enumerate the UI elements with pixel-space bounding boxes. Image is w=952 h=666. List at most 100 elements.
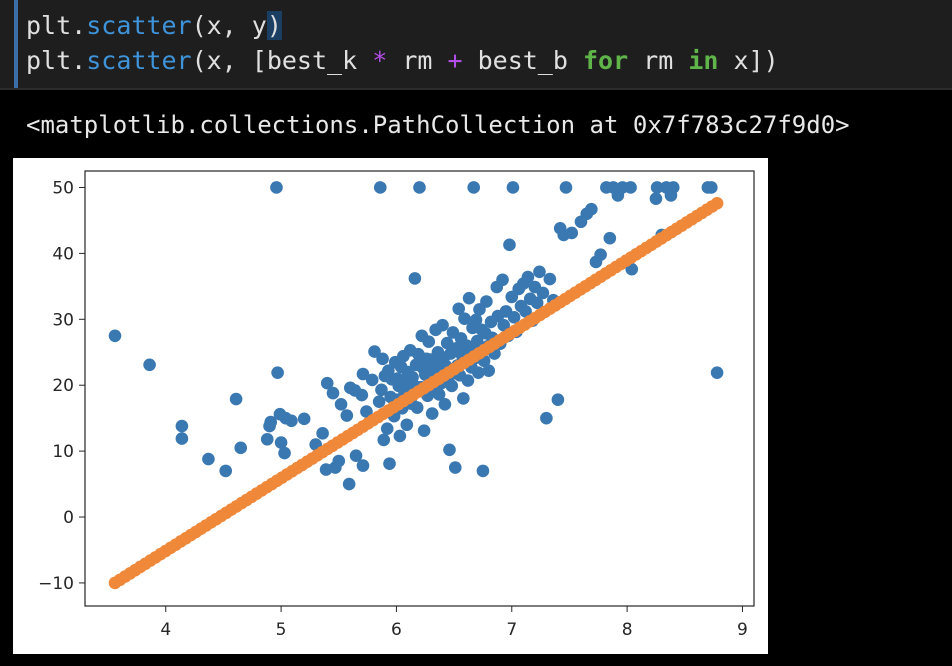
x-tick-label: 6 xyxy=(391,620,402,640)
axes-frame xyxy=(84,170,755,607)
code-line-1[interactable]: plt.scatter(x, y) xyxy=(26,11,282,41)
data-point-actual xyxy=(650,181,664,194)
data-point-actual xyxy=(334,398,348,411)
data-point-actual xyxy=(457,392,470,405)
data-point-actual xyxy=(467,181,481,194)
data-point-actual xyxy=(372,395,386,408)
data-point-actual xyxy=(340,409,354,422)
data-point-actual xyxy=(270,181,283,194)
data-point-actual xyxy=(400,418,414,432)
data-point-actual xyxy=(521,270,535,284)
y-tick-label: 50 xyxy=(52,178,74,198)
data-point-actual xyxy=(649,192,663,205)
data-point-actual xyxy=(202,452,215,466)
cell-output-text: <matplotlib.collections.PathCollection a… xyxy=(26,111,850,139)
data-point-actual xyxy=(108,329,122,343)
code-token: x]) xyxy=(718,46,779,75)
data-point-actual xyxy=(375,383,388,397)
points-layer xyxy=(108,181,724,590)
data-point-actual xyxy=(377,433,391,447)
data-point-actual xyxy=(349,449,363,463)
y-tick-label: 40 xyxy=(52,244,74,264)
data-point-actual xyxy=(285,414,298,428)
ticks-layer: 4 5 6 7 8 9 −10 0 10 20 30 40 50 xyxy=(38,178,748,640)
data-point-actual xyxy=(175,432,189,445)
data-point-actual xyxy=(332,454,346,468)
data-point-actual xyxy=(422,335,436,348)
x-tick-label: 5 xyxy=(276,620,287,640)
y-tick-label: 10 xyxy=(52,442,74,462)
data-point-actual xyxy=(476,464,490,478)
scatter-plot-svg: 4 5 6 7 8 9 −10 0 10 20 30 40 50 xyxy=(38,170,755,640)
code-token: (x, y xyxy=(191,11,267,40)
y-tick-label: −10 xyxy=(38,574,74,594)
data-point-actual xyxy=(413,181,426,194)
data-point-actual xyxy=(497,318,511,332)
data-point-actual xyxy=(425,407,439,420)
code-token-operator: + xyxy=(447,46,463,75)
scatter-plot: 4 5 6 7 8 9 −10 0 10 20 30 40 50 xyxy=(13,158,768,654)
data-point-actual xyxy=(445,379,459,393)
data-point-actual xyxy=(462,291,476,305)
data-point-actual xyxy=(482,364,496,377)
data-point-actual xyxy=(438,398,452,411)
code-token: plt xyxy=(26,11,72,40)
x-tick-label: 9 xyxy=(737,620,748,640)
code-token: best_b xyxy=(462,46,583,75)
data-point-actual xyxy=(278,446,291,460)
data-point-actual xyxy=(355,388,369,402)
data-point-actual xyxy=(472,366,485,379)
code-token: rm xyxy=(628,46,689,75)
y-tick-label: 20 xyxy=(52,376,74,396)
data-point-actual xyxy=(360,405,373,418)
data-point-actual xyxy=(342,477,356,491)
data-point-actual xyxy=(229,392,243,406)
data-point-actual xyxy=(440,336,454,350)
code-token-operator: * xyxy=(372,46,388,75)
data-point-actual xyxy=(536,286,550,300)
data-point-actual xyxy=(452,302,466,316)
data-point-actual xyxy=(585,202,598,216)
data-point-actual xyxy=(408,272,422,285)
data-point-actual xyxy=(234,441,248,455)
data-point-predicted xyxy=(710,197,724,210)
data-point-actual xyxy=(417,424,431,437)
cell-divider xyxy=(0,88,952,90)
data-point-actual xyxy=(393,429,407,443)
data-point-actual xyxy=(368,345,381,358)
data-point-actual xyxy=(458,312,471,325)
data-point-actual xyxy=(380,422,394,436)
data-point-actual xyxy=(624,181,637,194)
data-point-actual xyxy=(559,181,573,194)
code-token: rm xyxy=(387,46,448,75)
data-point-actual xyxy=(448,461,462,474)
data-point-actual xyxy=(530,296,544,310)
text-cursor-highlight: ) xyxy=(266,11,282,40)
data-point-actual xyxy=(436,318,449,332)
data-point-actual xyxy=(326,386,340,400)
x-tick-label: 4 xyxy=(160,620,171,640)
code-token-keyword: in xyxy=(688,46,719,75)
data-point-actual xyxy=(260,432,274,446)
code-cell[interactable]: plt.scatter(x, y) plt.scatter(x, [best_k… xyxy=(0,0,952,90)
code-token-method: scatter xyxy=(86,46,192,75)
data-point-actual xyxy=(506,181,520,194)
data-point-actual xyxy=(565,226,579,240)
cell-focus-indicator xyxy=(14,0,18,88)
data-point-actual xyxy=(705,181,718,194)
data-point-actual xyxy=(480,295,493,308)
data-point-actual xyxy=(496,273,509,287)
data-point-actual xyxy=(666,181,680,194)
y-tick-label: 0 xyxy=(63,508,74,528)
data-point-actual xyxy=(551,393,565,406)
x-tick-label: 7 xyxy=(506,620,517,640)
code-token: . xyxy=(71,46,87,75)
data-point-actual xyxy=(297,412,311,426)
data-point-actual xyxy=(271,366,284,379)
data-point-actual xyxy=(383,457,396,470)
data-point-actual xyxy=(507,311,521,324)
data-point-actual xyxy=(175,419,189,433)
data-point-actual xyxy=(503,238,516,252)
code-line-2[interactable]: plt.scatter(x, [best_k * rm + best_b for… xyxy=(26,46,779,76)
data-point-actual xyxy=(143,358,156,372)
